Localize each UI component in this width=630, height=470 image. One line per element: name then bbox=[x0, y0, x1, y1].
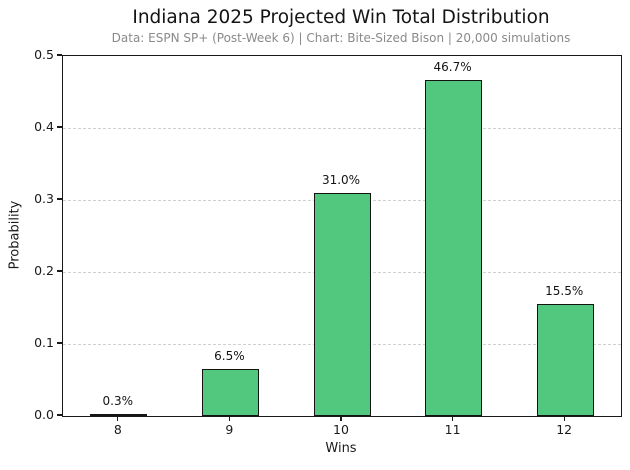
bar bbox=[313, 192, 371, 416]
x-axis-label: Wins bbox=[325, 441, 357, 456]
bar bbox=[425, 79, 483, 416]
gridline bbox=[63, 127, 621, 129]
y-tick-label: 0.4 bbox=[34, 119, 54, 134]
x-tick-label: 11 bbox=[444, 422, 461, 437]
chart-title: Indiana 2025 Projected Win Total Distrib… bbox=[132, 7, 550, 28]
y-tick-mark bbox=[56, 54, 62, 56]
y-tick-label: 0.0 bbox=[34, 407, 54, 422]
bars-layer bbox=[63, 56, 621, 416]
bar bbox=[90, 413, 148, 416]
x-tick-label: 12 bbox=[556, 422, 573, 437]
x-tick-label: 9 bbox=[225, 422, 234, 437]
bar bbox=[201, 369, 259, 416]
y-tick-mark bbox=[56, 198, 62, 200]
y-tick-mark bbox=[56, 342, 62, 344]
y-tick-mark bbox=[56, 270, 62, 272]
y-axis-label: Probability bbox=[7, 200, 23, 270]
y-tick-mark bbox=[56, 414, 62, 416]
bar bbox=[536, 304, 594, 416]
x-tick-label: 8 bbox=[113, 422, 122, 437]
y-tick-mark bbox=[56, 126, 62, 128]
x-tick-label: 10 bbox=[333, 422, 349, 437]
chart-subtitle: Data: ESPN SP+ (Post-Week 6) | Chart: Bi… bbox=[111, 31, 571, 45]
y-tick-label: 0.5 bbox=[34, 47, 54, 62]
y-tick-label: 0.1 bbox=[34, 335, 54, 350]
plot-area bbox=[62, 55, 622, 417]
